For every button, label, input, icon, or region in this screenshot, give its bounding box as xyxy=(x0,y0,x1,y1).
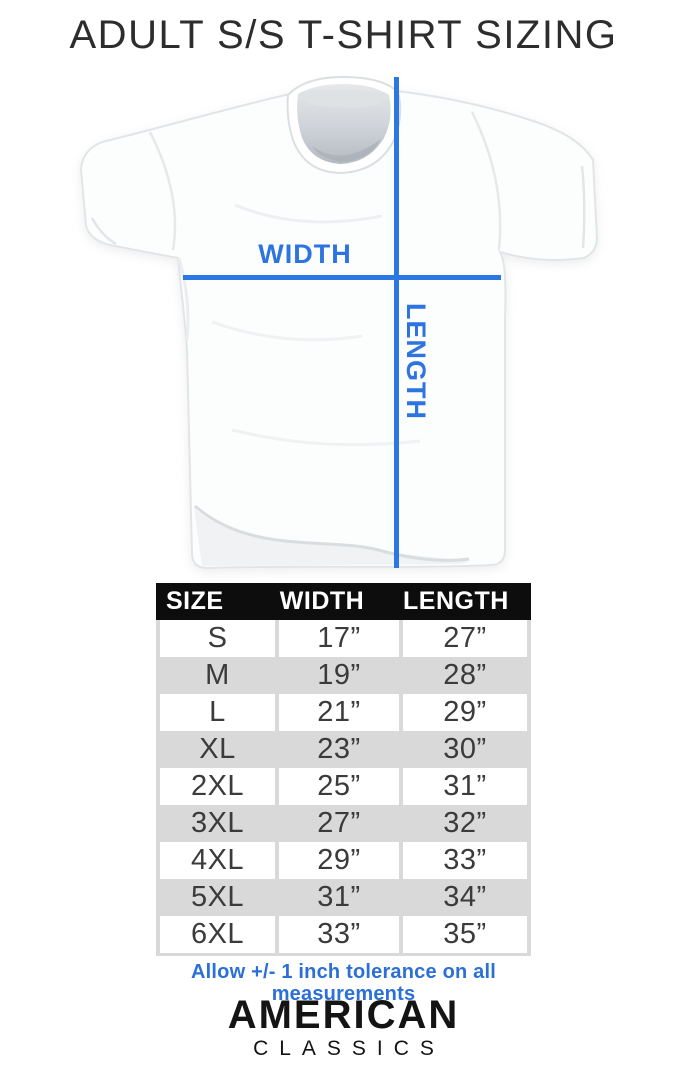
size-cell: S xyxy=(160,620,275,657)
length-cell: 31” xyxy=(403,768,527,805)
table-body: S 17” 27” M 19” 28” L 21” 29” XL 23” 30”… xyxy=(156,620,531,956)
page-title: ADULT S/S T-SHIRT SIZING xyxy=(69,13,618,57)
length-measure-line xyxy=(394,77,399,568)
table-row: XL 23” 30” xyxy=(160,731,527,768)
table-row: 5XL 31” 34” xyxy=(160,879,527,916)
width-cell: 19” xyxy=(279,657,399,694)
size-cell: 3XL xyxy=(160,805,275,842)
width-label: WIDTH xyxy=(258,239,352,269)
length-cell: 33” xyxy=(403,842,527,879)
column-header-size: SIZE xyxy=(166,587,224,615)
width-cell: 25” xyxy=(279,768,399,805)
width-cell: 27” xyxy=(279,805,399,842)
table-row: 6XL 33” 35” xyxy=(160,916,527,953)
length-label: LENGTH xyxy=(401,303,431,420)
table-row: 2XL 25” 31” xyxy=(160,768,527,805)
size-cell: XL xyxy=(160,731,275,768)
length-cell: 34” xyxy=(403,879,527,916)
length-cell: 30” xyxy=(403,731,527,768)
size-chart-table: SIZE WIDTH LENGTH S 17” 27” M 19” 28” L … xyxy=(156,583,531,956)
table-row: M 19” 28” xyxy=(160,657,527,694)
tolerance-note: Allow +/- 1 inch tolerance on all measur… xyxy=(191,961,496,1005)
size-cell: 4XL xyxy=(160,842,275,879)
size-cell: 5XL xyxy=(160,879,275,916)
tshirt-illustration xyxy=(79,75,599,570)
width-cell: 17” xyxy=(279,620,399,657)
table-header-row: SIZE WIDTH LENGTH xyxy=(156,583,531,620)
table-row: S 17” 27” xyxy=(160,620,527,657)
length-cell: 29” xyxy=(403,694,527,731)
length-cell: 35” xyxy=(403,916,527,953)
table-row: 4XL 29” 33” xyxy=(160,842,527,879)
size-cell: 6XL xyxy=(160,916,275,953)
brand-subname: CLASSICS xyxy=(253,1037,445,1060)
size-cell: L xyxy=(160,694,275,731)
length-cell: 28” xyxy=(403,657,527,694)
width-cell: 31” xyxy=(279,879,399,916)
column-header-width: WIDTH xyxy=(279,587,365,615)
table-row: L 21” 29” xyxy=(160,694,527,731)
length-cell: 32” xyxy=(403,805,527,842)
size-cell: 2XL xyxy=(160,768,275,805)
table-row: 3XL 27” 32” xyxy=(160,805,527,842)
length-cell: 27” xyxy=(403,620,527,657)
width-cell: 23” xyxy=(279,731,399,768)
size-cell: M xyxy=(160,657,275,694)
brand-name: AMERICAN xyxy=(227,993,460,1037)
width-cell: 33” xyxy=(279,916,399,953)
width-measure-line xyxy=(183,275,501,280)
american-classics-logo: AMERICAN CLASSICS xyxy=(0,995,687,1059)
column-header-length: LENGTH xyxy=(403,587,509,615)
width-cell: 21” xyxy=(279,694,399,731)
width-cell: 29” xyxy=(279,842,399,879)
